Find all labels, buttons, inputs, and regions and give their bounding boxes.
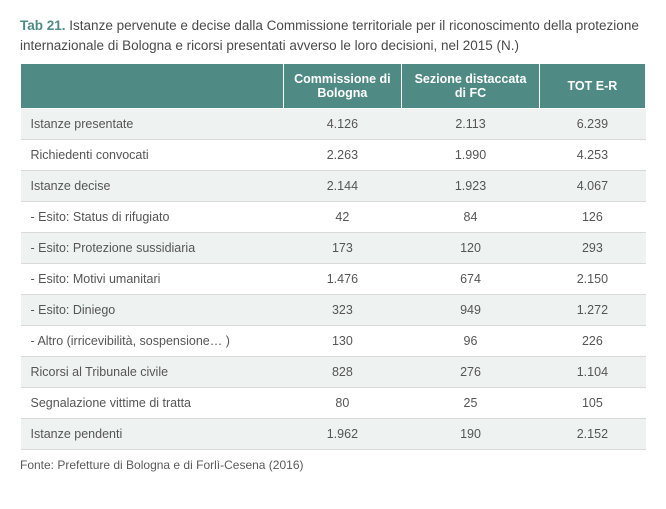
row-value: 84 bbox=[402, 202, 540, 233]
row-value: 1.272 bbox=[539, 295, 645, 326]
col-header-empty bbox=[21, 64, 284, 109]
table-row: - Esito: Status di rifugiato4284126 bbox=[21, 202, 646, 233]
table-number: Tab 21. bbox=[20, 18, 66, 33]
row-label: - Esito: Protezione sussidiaria bbox=[21, 233, 284, 264]
data-table: Commissione di Bologna Sezione distaccat… bbox=[20, 63, 646, 450]
col-header-fc: Sezione distaccata di FC bbox=[402, 64, 540, 109]
row-value: 25 bbox=[402, 388, 540, 419]
table-row: Richiedenti convocati2.2631.9904.253 bbox=[21, 140, 646, 171]
row-value: 130 bbox=[283, 326, 402, 357]
row-value: 190 bbox=[402, 419, 540, 450]
row-value: 674 bbox=[402, 264, 540, 295]
row-value: 126 bbox=[539, 202, 645, 233]
row-label: Richiedenti convocati bbox=[21, 140, 284, 171]
row-value: 949 bbox=[402, 295, 540, 326]
row-value: 4.126 bbox=[283, 109, 402, 140]
row-value: 105 bbox=[539, 388, 645, 419]
row-value: 6.239 bbox=[539, 109, 645, 140]
row-value: 2.144 bbox=[283, 171, 402, 202]
row-label: - Esito: Status di rifugiato bbox=[21, 202, 284, 233]
table-row: - Esito: Motivi umanitari1.4766742.150 bbox=[21, 264, 646, 295]
row-value: 80 bbox=[283, 388, 402, 419]
row-value: 323 bbox=[283, 295, 402, 326]
row-value: 2.150 bbox=[539, 264, 645, 295]
table-row: Istanze presentate4.1262.1136.239 bbox=[21, 109, 646, 140]
row-value: 96 bbox=[402, 326, 540, 357]
table-row: Istanze decise2.1441.9234.067 bbox=[21, 171, 646, 202]
row-value: 1.990 bbox=[402, 140, 540, 171]
row-value: 120 bbox=[402, 233, 540, 264]
row-value: 1.476 bbox=[283, 264, 402, 295]
row-value: 1.104 bbox=[539, 357, 645, 388]
row-value: 2.152 bbox=[539, 419, 645, 450]
row-label: - Altro (irricevibilità, sospensione… ) bbox=[21, 326, 284, 357]
row-label: Ricorsi al Tribunale civile bbox=[21, 357, 284, 388]
row-label: Istanze presentate bbox=[21, 109, 284, 140]
row-label: - Esito: Diniego bbox=[21, 295, 284, 326]
row-label: Segnalazione vittime di tratta bbox=[21, 388, 284, 419]
table-row: Istanze pendenti1.9621902.152 bbox=[21, 419, 646, 450]
row-value: 828 bbox=[283, 357, 402, 388]
row-value: 293 bbox=[539, 233, 645, 264]
table-row: Segnalazione vittime di tratta8025105 bbox=[21, 388, 646, 419]
table-header-row: Commissione di Bologna Sezione distaccat… bbox=[21, 64, 646, 109]
table-row: - Esito: Protezione sussidiaria173120293 bbox=[21, 233, 646, 264]
row-value: 4.253 bbox=[539, 140, 645, 171]
table-row: - Altro (irricevibilità, sospensione… )1… bbox=[21, 326, 646, 357]
row-label: - Esito: Motivi umanitari bbox=[21, 264, 284, 295]
row-value: 226 bbox=[539, 326, 645, 357]
row-value: 2.263 bbox=[283, 140, 402, 171]
row-value: 2.113 bbox=[402, 109, 540, 140]
table-caption: Tab 21. Istanze pervenute e decise dalla… bbox=[20, 16, 646, 55]
table-row: - Esito: Diniego3239491.272 bbox=[21, 295, 646, 326]
row-value: 1.923 bbox=[402, 171, 540, 202]
row-value: 4.067 bbox=[539, 171, 645, 202]
table-source: Fonte: Prefetture di Bologna e di Forlì-… bbox=[20, 458, 646, 472]
row-value: 42 bbox=[283, 202, 402, 233]
table-title: Istanze pervenute e decise dalla Commiss… bbox=[20, 18, 639, 53]
row-label: Istanze decise bbox=[21, 171, 284, 202]
table-row: Ricorsi al Tribunale civile8282761.104 bbox=[21, 357, 646, 388]
row-value: 1.962 bbox=[283, 419, 402, 450]
row-label: Istanze pendenti bbox=[21, 419, 284, 450]
row-value: 173 bbox=[283, 233, 402, 264]
row-value: 276 bbox=[402, 357, 540, 388]
col-header-tot: TOT E-R bbox=[539, 64, 645, 109]
col-header-bologna: Commissione di Bologna bbox=[283, 64, 402, 109]
